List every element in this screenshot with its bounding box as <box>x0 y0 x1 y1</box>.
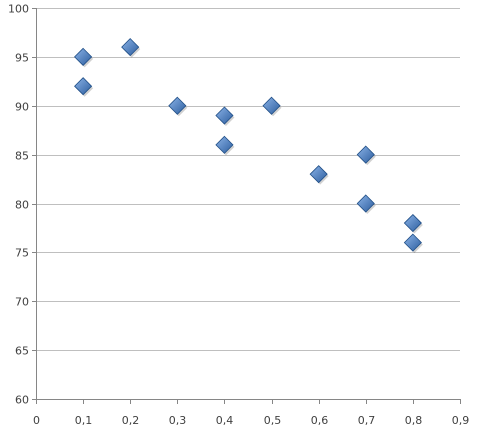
x-tick-label: 0,8 <box>405 414 423 427</box>
data-point <box>121 38 140 57</box>
data-point <box>215 106 234 125</box>
y-tick-label: 65 <box>15 345 29 358</box>
y-tick-labels: 60 65 70 75 80 85 90 95 100 <box>8 3 29 407</box>
data-point <box>309 165 328 184</box>
axes <box>32 8 461 404</box>
y-tick-label: 70 <box>15 296 29 309</box>
data-point <box>403 213 422 233</box>
data-point <box>74 47 93 66</box>
gridlines <box>36 8 460 351</box>
x-tick-label: 0,9 <box>452 414 470 427</box>
data-point <box>215 135 234 154</box>
y-tick-label: 75 <box>15 247 29 260</box>
x-tick-label: 0,5 <box>264 414 282 427</box>
data-point <box>168 96 187 115</box>
data-point <box>403 233 422 252</box>
y-tick-label: 60 <box>15 394 29 407</box>
data-point <box>74 77 93 96</box>
data-points <box>74 38 423 254</box>
y-tick-label: 90 <box>15 101 29 114</box>
data-point <box>356 145 375 164</box>
y-tick-label: 80 <box>15 199 29 212</box>
y-tick-label: 100 <box>8 3 29 16</box>
x-tick-label: 0,3 <box>169 414 187 427</box>
x-tick-label: 0,1 <box>75 414 93 427</box>
x-tick-labels: 0 0,1 0,2 0,3 0,4 0,5 0,6 0,7 0,8 0,9 <box>33 414 469 427</box>
x-tick-label: 0,2 <box>122 414 140 427</box>
x-tick-label: 0 <box>33 414 40 427</box>
y-tick-label: 85 <box>15 150 29 163</box>
x-tick-label: 0,7 <box>358 414 376 427</box>
data-point <box>356 194 375 213</box>
data-point <box>262 96 281 115</box>
x-tick-label: 0,6 <box>311 414 329 427</box>
x-tick-label: 0,4 <box>216 414 234 427</box>
y-tick-label: 95 <box>15 52 29 65</box>
